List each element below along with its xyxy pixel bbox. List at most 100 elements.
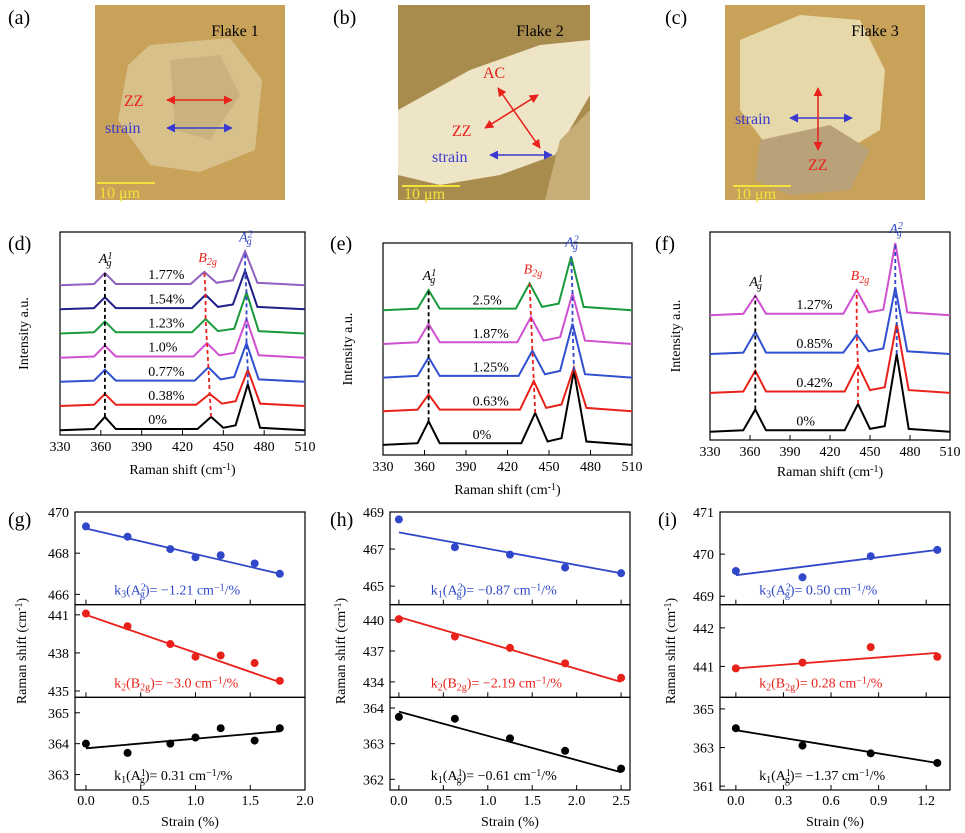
text-part: (A xyxy=(443,769,459,784)
fit-annotation: k2(B2g)= −2.19 cm−1/% xyxy=(431,675,563,694)
text-part: /% xyxy=(867,676,883,691)
y-tick-label: 365 xyxy=(693,703,714,718)
text-part: Raman shift (cm xyxy=(454,483,547,498)
panel-label: (e) xyxy=(330,233,352,255)
x-axis-label: Strain (%) xyxy=(161,815,219,830)
text-part: −1 xyxy=(212,675,223,686)
text-part: B xyxy=(524,262,533,277)
y-tick-label: 469 xyxy=(693,590,714,605)
text-part: 2 xyxy=(248,229,253,240)
x-tick-label: 360 xyxy=(414,460,435,475)
text-part: k xyxy=(431,676,438,691)
peak-guide xyxy=(203,271,212,417)
text-part: 2g xyxy=(532,268,542,279)
text-part: 1 xyxy=(438,775,443,786)
direction-label: ZZ xyxy=(124,93,144,110)
x-tick-label: 420 xyxy=(820,445,841,460)
peak-label: B2g xyxy=(198,251,217,268)
text-part: (B xyxy=(771,676,785,691)
text-part: −1 xyxy=(531,582,542,593)
text-part: Raman shift (cm xyxy=(129,463,222,478)
x-tick-label: 1.0 xyxy=(479,794,497,809)
y-tick-label: 440 xyxy=(363,614,384,629)
point xyxy=(617,673,626,682)
point xyxy=(216,551,225,560)
y-tick-label: 469 xyxy=(363,506,384,521)
peak-label: A1 g xyxy=(98,251,113,270)
text-part: )= −0.87 cm xyxy=(462,584,531,599)
direction-label: ZZ xyxy=(808,157,828,174)
text-part: g xyxy=(106,258,111,269)
x-tick-label: 480 xyxy=(254,440,275,455)
x-tick-label: 390 xyxy=(456,460,477,475)
text-part: g xyxy=(140,590,145,601)
x-tick-label: 390 xyxy=(131,440,152,455)
point xyxy=(394,515,403,524)
text-part: A xyxy=(422,269,432,284)
fit-line xyxy=(735,652,938,670)
text-part: 1 xyxy=(766,775,771,786)
text-part: 2g xyxy=(859,275,869,286)
text-part: -1 xyxy=(223,462,231,473)
x-tick-label: 0.9 xyxy=(870,794,888,809)
point xyxy=(216,651,225,660)
point xyxy=(731,566,740,575)
text-part: )= 0.50 cm xyxy=(790,584,851,599)
y-tick-label: 468 xyxy=(48,547,69,562)
text-part: ) xyxy=(334,598,349,603)
text-part: 2g xyxy=(457,682,467,693)
point xyxy=(250,736,259,745)
spectrum xyxy=(382,289,633,345)
text-part: 1 xyxy=(758,273,763,284)
text-part: B xyxy=(198,251,207,266)
text-part: g xyxy=(247,236,252,247)
y-tick-label: 470 xyxy=(693,548,714,563)
scale-label: 10 μm xyxy=(735,186,777,203)
point xyxy=(450,714,459,723)
text-part: Raman shift (cm xyxy=(777,465,870,480)
text-part: 2 xyxy=(458,582,463,593)
peak-guide xyxy=(244,251,249,385)
y-tick-label: 362 xyxy=(363,773,384,788)
y-tick-label: 434 xyxy=(363,676,384,691)
text-part: )= 0.31 cm xyxy=(145,769,206,784)
text-part: ) xyxy=(231,463,236,478)
text-part: )= 0.28 cm xyxy=(795,676,856,691)
y-tick-label: 470 xyxy=(48,506,69,521)
point xyxy=(506,643,514,652)
text-part: Raman shift (cm xyxy=(334,611,349,704)
text-part: k xyxy=(114,676,121,691)
text-part: A xyxy=(238,230,248,245)
text-part: 2 xyxy=(786,582,791,593)
direction-label: strain xyxy=(105,120,141,137)
text-part: 2 xyxy=(141,582,146,593)
x-tick-label: 330 xyxy=(373,460,394,475)
text-part: /% xyxy=(225,584,241,599)
text-part: −1 xyxy=(856,675,867,686)
x-tick-label: 1.0 xyxy=(187,794,205,809)
y-tick-label: 466 xyxy=(48,588,69,603)
text-part: /% xyxy=(223,676,239,691)
text-part: g xyxy=(785,590,790,601)
text-part: /% xyxy=(541,769,557,784)
y-tick-label: 471 xyxy=(693,506,714,521)
text-part: /% xyxy=(217,769,233,784)
peak-label: B2g xyxy=(524,262,543,279)
text-part: (A xyxy=(126,584,142,599)
spectrum xyxy=(709,353,951,433)
text-part: B xyxy=(851,269,860,284)
y-tick-label: 435 xyxy=(48,685,69,700)
series-label: 1.0% xyxy=(148,341,178,356)
point xyxy=(81,739,90,748)
x-tick-label: 2.0 xyxy=(568,794,586,809)
point xyxy=(617,764,626,773)
text-part: g xyxy=(457,775,462,786)
series-label: 0.63% xyxy=(473,394,510,409)
text-part: /% xyxy=(862,584,878,599)
x-tick-label: 1.5 xyxy=(241,794,259,809)
panel-label: (b) xyxy=(333,7,356,29)
series-label: 0% xyxy=(796,415,815,430)
y-tick-label: 363 xyxy=(693,742,714,757)
text-part: 1 xyxy=(141,768,146,779)
x-tick-label: 510 xyxy=(622,460,643,475)
